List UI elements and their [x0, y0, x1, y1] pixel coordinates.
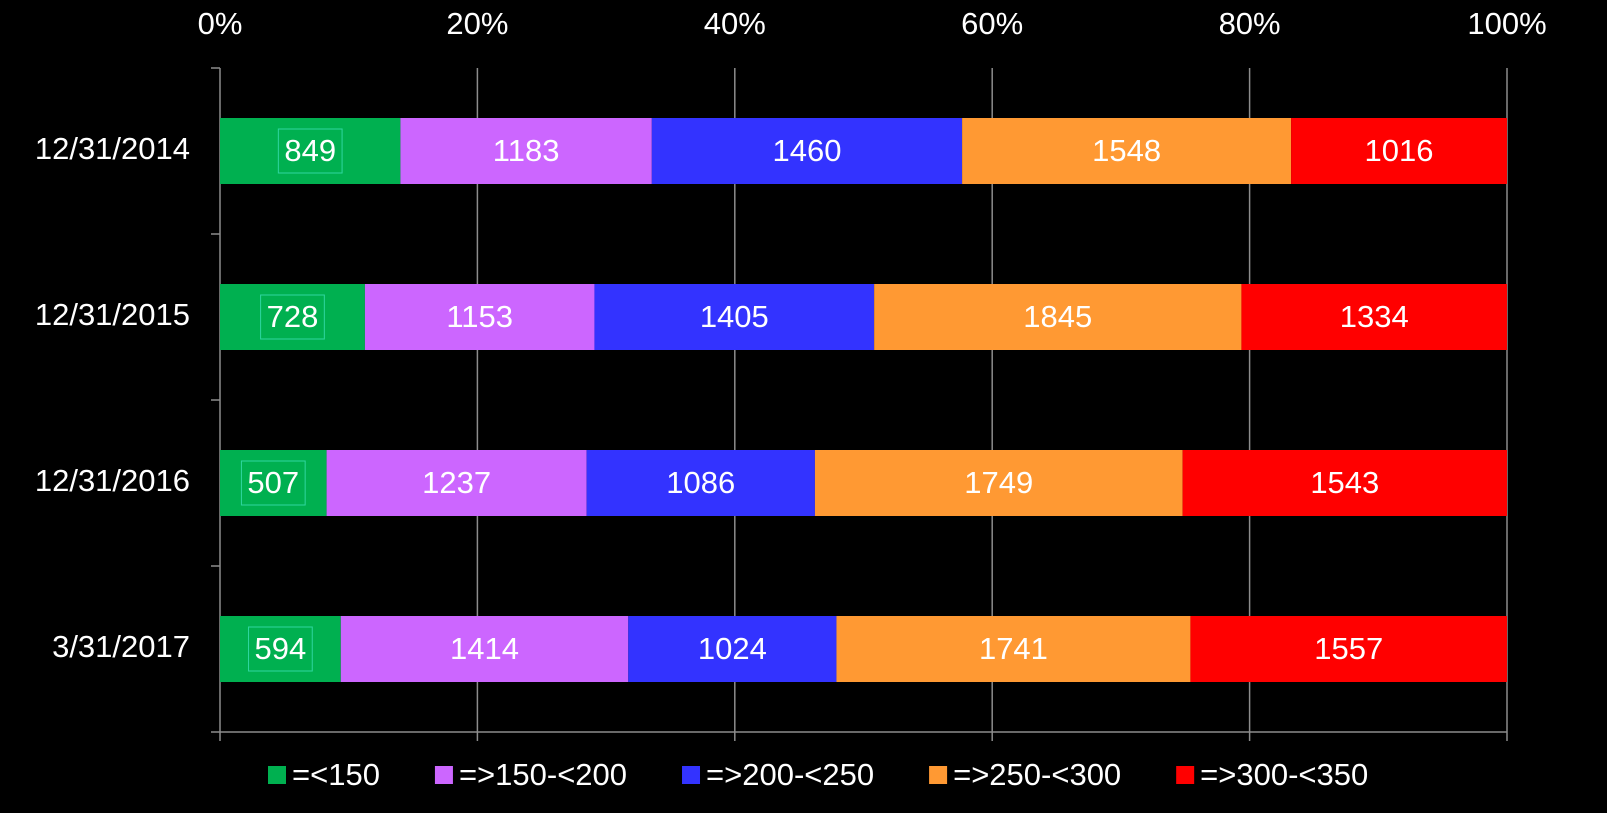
legend-label: =>150-<200: [459, 757, 627, 792]
bar-segment: [628, 616, 837, 682]
data-label-box: [240, 460, 306, 506]
bar-segment: [364, 284, 595, 350]
data-label: 1086: [666, 465, 735, 500]
data-label: 1183: [493, 133, 560, 168]
legend-swatch: [434, 766, 453, 784]
data-label: 1749: [964, 465, 1033, 500]
data-label: 1414: [450, 631, 519, 666]
legend-swatch: [268, 766, 286, 784]
y-tick-label: 3/31/2017: [52, 629, 190, 664]
bar-segment: [962, 118, 1292, 184]
data-label: 1741: [979, 631, 1048, 666]
legend-label: =<150: [292, 757, 380, 792]
bar-segment: [836, 616, 1191, 682]
bar-segment: [651, 118, 963, 184]
data-label: 1543: [1310, 465, 1379, 500]
bar-segment: [874, 284, 1242, 350]
x-tick-label: 20%: [446, 6, 508, 41]
data-label-box: [260, 294, 325, 340]
data-label-box: [248, 626, 313, 672]
legend-swatch: [1176, 766, 1195, 784]
data-label: 1845: [1023, 299, 1092, 334]
legend-swatch: [682, 766, 701, 784]
y-tick-label: 12/31/2014: [35, 131, 190, 166]
y-tick-label: 12/31/2015: [35, 297, 190, 332]
bar-segment: [814, 450, 1183, 516]
x-tick-label: 60%: [961, 6, 1023, 41]
data-label: 1016: [1365, 133, 1434, 168]
legend-swatch: [929, 766, 948, 784]
bar-segment: [1291, 118, 1507, 184]
data-label: 1548: [1092, 133, 1161, 168]
data-label: 849: [284, 133, 336, 168]
data-label: 1557: [1314, 631, 1383, 666]
data-label: 1334: [1340, 299, 1409, 334]
legend-label: =>200-<250: [706, 757, 874, 792]
bar-segment: [1182, 450, 1507, 516]
data-label: 1153: [446, 299, 513, 334]
data-label: 1024: [698, 631, 767, 666]
data-label: 728: [267, 299, 319, 334]
data-label-box: [277, 128, 343, 174]
bar-segment: [400, 118, 652, 184]
data-label: 1405: [700, 299, 769, 334]
bar-segment: [340, 616, 629, 682]
data-label: 1237: [422, 465, 491, 500]
x-tick-label: 0%: [198, 6, 243, 41]
legend-label: =>300-<350: [1200, 757, 1368, 792]
data-label: 1460: [772, 133, 841, 168]
bar-segment: [1241, 284, 1507, 350]
legend-label: =>250-<300: [953, 757, 1121, 792]
bar-segment: [326, 450, 587, 516]
x-tick-label: 80%: [1219, 6, 1281, 41]
bar-segment: [586, 450, 815, 516]
x-tick-label: 100%: [1467, 6, 1546, 41]
x-tick-label: 40%: [704, 6, 766, 41]
bar-segment: [594, 284, 875, 350]
data-label: 594: [255, 631, 307, 666]
data-label: 507: [247, 465, 299, 500]
y-tick-label: 12/31/2016: [35, 463, 190, 498]
bar-segment: [1190, 616, 1507, 682]
